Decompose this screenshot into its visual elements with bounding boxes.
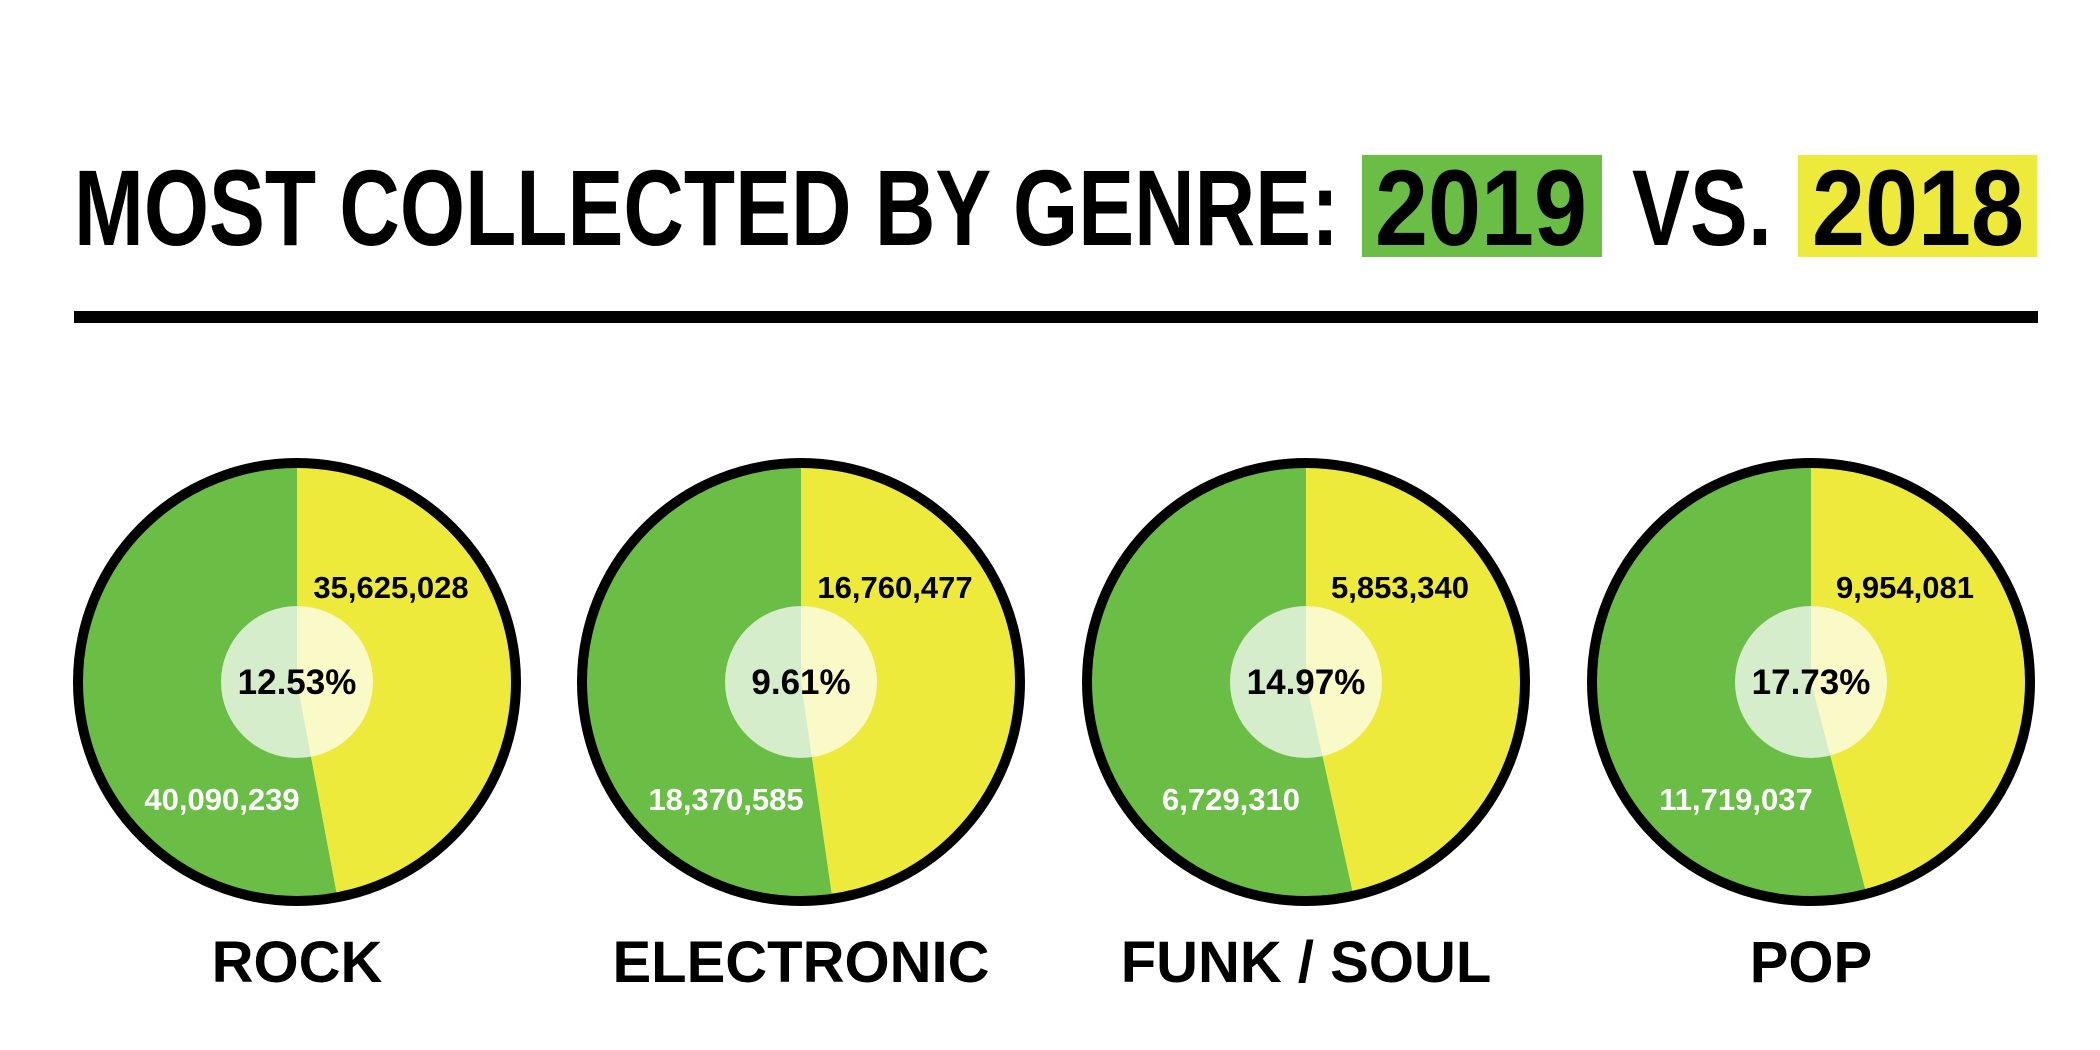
value-label-pop-2018: 9,954,081	[1836, 570, 1974, 605]
chart-title-vs: VS.	[1632, 147, 1772, 268]
pie-slice-electronic-2018	[801, 463, 1020, 899]
value-label-funk-soul-2018: 5,853,340	[1331, 570, 1469, 605]
chart-title-year-2018: 2018	[1812, 147, 2024, 268]
category-label-funk-soul: FUNK / SOUL	[1121, 930, 1492, 995]
value-label-electronic-2019: 18,370,585	[648, 782, 803, 817]
category-label-rock: ROCK	[212, 930, 383, 995]
category-label-pop: POP	[1750, 930, 1873, 995]
pie-center-disc-funk-soul	[1230, 606, 1382, 758]
change-label-rock: 12.53%	[238, 663, 357, 702]
chart-title-prefix: MOST COLLECTED BY GENRE:	[74, 147, 1339, 268]
change-label-funk-soul: 14.97%	[1247, 663, 1366, 702]
category-label-electronic: ELECTRONIC	[613, 930, 990, 995]
pie-slice-rock-2019	[77, 463, 338, 901]
value-label-rock-2018: 35,625,028	[313, 570, 468, 605]
legend-swatch-2018	[1798, 155, 2037, 257]
pie-slice-funk-soul-2018	[1306, 463, 1525, 896]
pie-center-disc-electronic	[725, 606, 877, 758]
pie-slice-electronic-2019	[581, 462, 833, 901]
pie-slice-pop-2019	[1591, 463, 1867, 901]
chart-title-year-2019: 2019	[1375, 147, 1587, 268]
value-label-pop-2019: 11,719,037	[1659, 782, 1812, 817]
change-label-pop: 17.73%	[1752, 663, 1871, 702]
pie-center-disc-rock	[221, 606, 373, 758]
pie-outline-funk-soul	[1082, 458, 1530, 906]
pie-outline-electronic	[577, 458, 1025, 906]
pie-slice-pop-2018	[1811, 463, 2030, 894]
value-label-funk-soul-2019: 6,729,310	[1162, 782, 1300, 817]
pie-outline-rock	[73, 458, 521, 906]
value-label-rock-2019: 40,090,239	[144, 782, 299, 817]
pie-outline-pop	[1587, 458, 2035, 906]
change-label-electronic: 9.61%	[751, 663, 850, 702]
pie-slice-rock-2018	[297, 463, 516, 898]
pie-slice-funk-soul-2019	[1086, 463, 1354, 901]
legend-swatch-2019	[1362, 155, 1602, 257]
value-label-electronic-2018: 16,760,477	[817, 570, 972, 605]
pie-charts: 35,625,028 40,090,239 12.53% ROCK 16,760,477…	[73, 458, 2035, 995]
title-divider	[74, 311, 2038, 323]
pie-center-disc-pop	[1735, 606, 1887, 758]
